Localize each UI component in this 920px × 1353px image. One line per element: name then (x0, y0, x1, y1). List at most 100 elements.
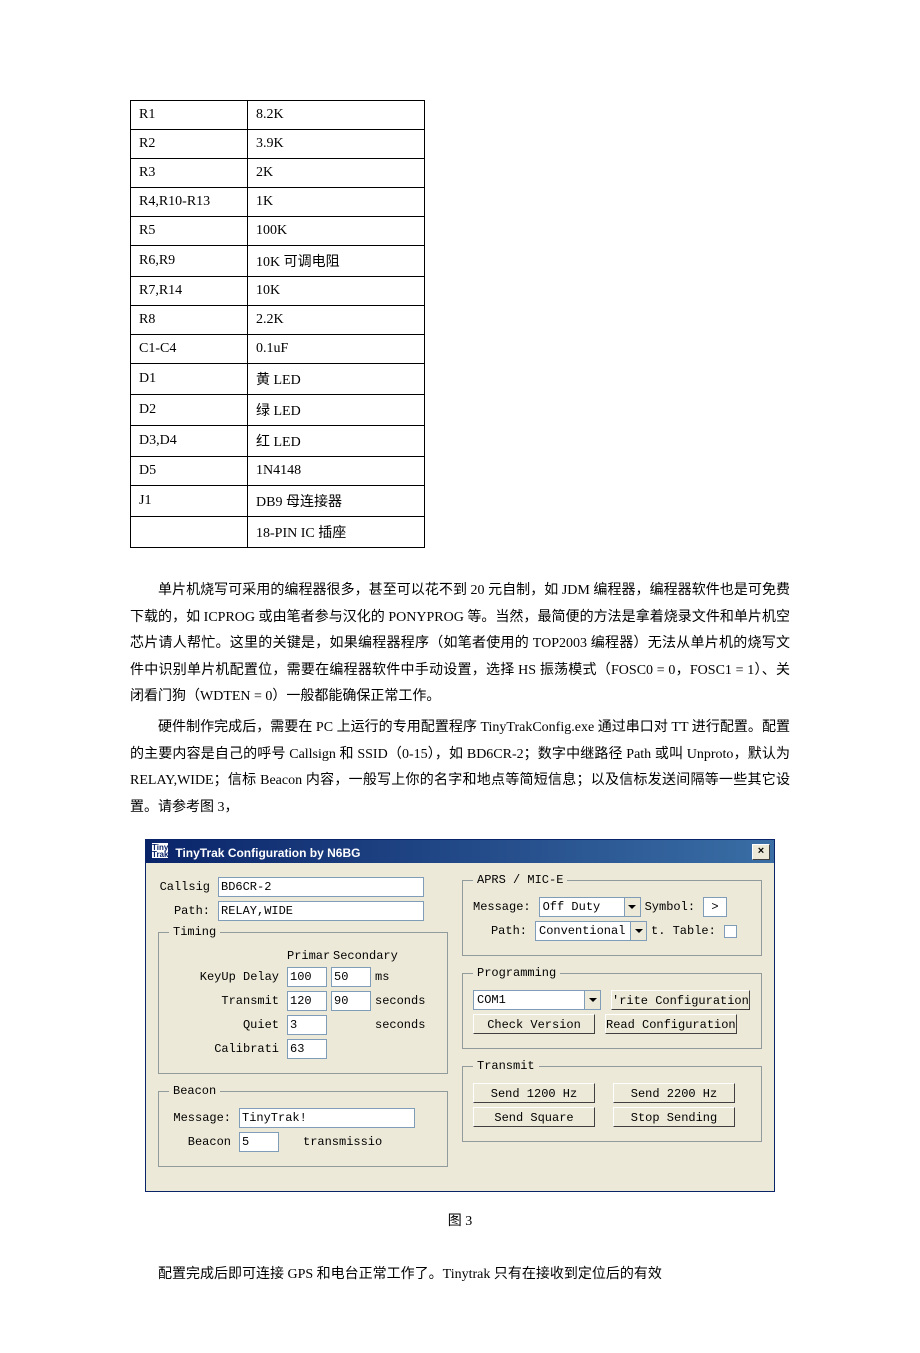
component-ref: D2 (131, 395, 248, 426)
beacon-count-input[interactable]: 5 (239, 1132, 279, 1152)
table-row: D3,D4红 LED (131, 426, 425, 457)
aprs-table-checkbox[interactable] (724, 925, 737, 938)
table-row: R5100K (131, 217, 425, 246)
write-config-button[interactable]: 'rite Configuration (611, 990, 750, 1010)
transmit-unit: seconds (375, 994, 429, 1008)
component-ref: D3,D4 (131, 426, 248, 457)
calib-input[interactable]: 63 (287, 1039, 327, 1059)
com-port-select[interactable]: COM1 (473, 990, 601, 1010)
component-value: 0.1uF (248, 335, 425, 364)
component-ref (131, 517, 248, 548)
paragraph-3: 配置完成后即可连接 GPS 和电台正常工作了。Tinytrak 只有在接收到定位… (130, 1262, 790, 1289)
quiet-unit: seconds (375, 1018, 429, 1032)
app-icon: Tiny Trak (152, 843, 168, 858)
send-square-button[interactable]: Send Square (473, 1107, 595, 1127)
quiet-label: Quiet (169, 1018, 283, 1032)
dialog-title: TinyTrak Configuration by N6BG (175, 846, 360, 860)
beacon-count-label: Beacon (169, 1135, 235, 1149)
component-ref: C1-C4 (131, 335, 248, 364)
transmit-secondary-input[interactable]: 90 (331, 991, 371, 1011)
transmit-label: Transmit (169, 994, 283, 1008)
table-row: D1黄 LED (131, 364, 425, 395)
beacon-legend: Beacon (169, 1084, 220, 1098)
table-row: R18.2K (131, 101, 425, 130)
component-ref: R7,R14 (131, 277, 248, 306)
dropdown-icon (624, 898, 640, 916)
aprs-message-label: Message: (473, 900, 535, 914)
close-button[interactable]: × (752, 844, 770, 860)
callsign-input[interactable]: BD6CR-2 (218, 877, 424, 897)
keyup-primary-input[interactable]: 100 (287, 967, 327, 987)
table-row: R23.9K (131, 130, 425, 159)
component-value: 18-PIN IC 插座 (248, 517, 425, 548)
figure-caption: 图 3 (130, 1210, 790, 1230)
table-row: R7,R1410K (131, 277, 425, 306)
tinytrak-config-dialog: Tiny Trak TinyTrak Configuration by N6BG… (145, 839, 775, 1192)
read-config-button[interactable]: Read Configuration (605, 1014, 737, 1034)
stop-sending-button[interactable]: Stop Sending (613, 1107, 735, 1127)
table-row: R82.2K (131, 306, 425, 335)
beacon-group: Beacon Message: TinyTrak! Beacon 5 trans… (158, 1084, 448, 1167)
aprs-legend: APRS / MIC-E (473, 873, 567, 887)
component-value: 黄 LED (248, 364, 425, 395)
component-value: 100K (248, 217, 425, 246)
component-value: 2.2K (248, 306, 425, 335)
component-value: DB9 母连接器 (248, 486, 425, 517)
component-value: 1K (248, 188, 425, 217)
aprs-group: APRS / MIC-E Message: Off Duty Symbol: >… (462, 873, 762, 956)
table-row: D51N4148 (131, 457, 425, 486)
beacon-message-label: Message: (169, 1111, 235, 1125)
check-version-button[interactable]: Check Version (473, 1014, 595, 1034)
aprs-path-label: Path: (473, 924, 531, 938)
aprs-table-label: t. Table: (651, 924, 720, 938)
beacon-message-input[interactable]: TinyTrak! (239, 1108, 415, 1128)
calib-label: Calibrati (169, 1042, 283, 1056)
secondary-header: Secondary (333, 949, 398, 963)
path-label: Path: (158, 904, 214, 918)
keyup-unit: ms (375, 970, 393, 984)
component-ref: R3 (131, 159, 248, 188)
programming-group: Programming COM1 'rite Configuration Che… (462, 966, 762, 1049)
dropdown-icon (584, 991, 600, 1009)
aprs-symbol-input[interactable]: > (703, 897, 727, 917)
send-1200-button[interactable]: Send 1200 Hz (473, 1083, 595, 1103)
path-input[interactable]: RELAY,WIDE (218, 901, 424, 921)
quiet-input[interactable]: 3 (287, 1015, 327, 1035)
dialog-titlebar: Tiny Trak TinyTrak Configuration by N6BG… (146, 840, 774, 863)
transmit-primary-input[interactable]: 120 (287, 991, 327, 1011)
component-ref: R5 (131, 217, 248, 246)
table-row: R6,R910K 可调电阻 (131, 246, 425, 277)
programming-legend: Programming (473, 966, 560, 980)
component-value: 10K 可调电阻 (248, 246, 425, 277)
table-row: C1-C40.1uF (131, 335, 425, 364)
table-row: R32K (131, 159, 425, 188)
component-value: 10K (248, 277, 425, 306)
component-value: 红 LED (248, 426, 425, 457)
callsign-label: Callsig (158, 880, 214, 894)
component-ref: D1 (131, 364, 248, 395)
component-ref: R8 (131, 306, 248, 335)
paragraph-2: 硬件制作完成后，需要在 PC 上运行的专用配置程序 TinyTrakConfig… (130, 715, 790, 821)
paragraph-1: 单片机烧写可采用的编程器很多，甚至可以花不到 20 元自制，如 JDM 编程器，… (130, 578, 790, 711)
component-ref: R4,R10-R13 (131, 188, 248, 217)
beacon-unit: transmissio (283, 1135, 386, 1149)
aprs-path-select[interactable]: Conventional (535, 921, 647, 941)
transmit-group: Transmit Send 1200 Hz Send 2200 Hz Send … (462, 1059, 762, 1142)
component-ref: D5 (131, 457, 248, 486)
component-ref: R2 (131, 130, 248, 159)
component-table: R18.2KR23.9KR32KR4,R10-R131KR5100KR6,R91… (130, 100, 425, 548)
table-row: D2绿 LED (131, 395, 425, 426)
component-value: 8.2K (248, 101, 425, 130)
table-row: R4,R10-R131K (131, 188, 425, 217)
component-ref: R6,R9 (131, 246, 248, 277)
component-value: 绿 LED (248, 395, 425, 426)
keyup-secondary-input[interactable]: 50 (331, 967, 371, 987)
keyup-label: KeyUp Delay (169, 970, 283, 984)
transmit-legend: Transmit (473, 1059, 539, 1073)
aprs-message-select[interactable]: Off Duty (539, 897, 641, 917)
timing-group: Timing Primar Secondary KeyUp Delay 100 … (158, 925, 448, 1074)
component-ref: R1 (131, 101, 248, 130)
component-value: 2K (248, 159, 425, 188)
send-2200-button[interactable]: Send 2200 Hz (613, 1083, 735, 1103)
table-row: J1DB9 母连接器 (131, 486, 425, 517)
